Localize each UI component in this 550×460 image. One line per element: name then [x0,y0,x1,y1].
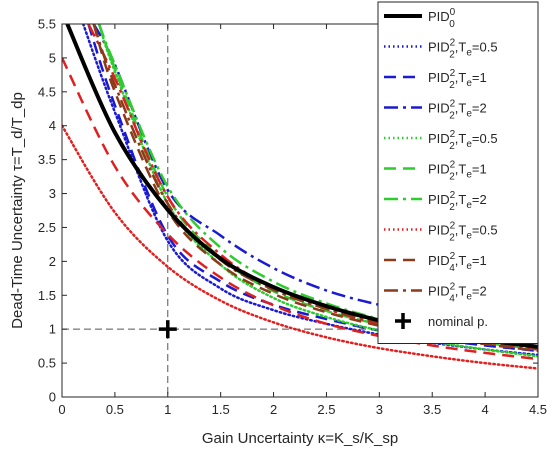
x-tick-label: 3.5 [423,402,441,417]
y-tick-label: 1 [49,322,56,337]
legend-box [377,1,539,344]
y-tick-label: 2 [49,254,56,269]
y-tick-label: 5.5 [38,17,56,32]
legend-label: PID2 2,Te=0.5 [428,38,498,61]
x-tick-label: 2 [270,402,277,417]
legend-label: PID0 0 [428,7,456,30]
axes: 0 0.5 1 1.5 2 2.5 3 3.5 4 4.5 0 0.5 1 1.5 2 2.5 3 3.5 4 4.5… [38,17,547,418]
series-line-8 [62,57,538,361]
x-tick-label: 1 [164,402,171,417]
series-line-3 [92,24,538,328]
x-tick-label: 4 [481,402,488,417]
y-tick-label: 2.5 [38,220,56,235]
legend-label: PID2 2,Te=2 [428,99,487,122]
y-tick-label: 1.5 [38,288,56,303]
legend-label: PID2 2,Te=0.5 [428,129,498,152]
y-tick-label: 3.5 [38,152,56,167]
y-tick-label: 4 [49,118,56,133]
y-tick-label: 0.5 [38,356,56,371]
series-line-1 [81,24,538,357]
x-tick-label: 0 [58,402,65,417]
y-tick-label: 3 [49,186,56,201]
legend-label: PID2 2,Te=1 [428,160,487,183]
y-tick-label: 0 [49,390,56,405]
y-axis-label: Dead-Time Uncertainty τ=T_d/T_dp [9,92,26,329]
x-tick-label: 4.5 [529,402,547,417]
legend: PID0 0 PID2 2,Te=0.5 PID2 2,Te=1 PID2 2,Te=2 PID… [377,1,539,344]
legend-label: PID2 2,Te=0.5 [428,221,498,244]
y-tick-label: 5 [49,50,56,65]
legend-label-nominal: nominal p. [428,314,488,329]
legend-label: PID2 2,Te=2 [428,190,487,213]
x-tick-label: 1.5 [212,402,230,417]
series-line-7 [62,124,538,370]
x-axis-label: Gain Uncertainty κ=K_s/K_sp [202,430,398,447]
y-tick-label: 4.5 [38,84,56,99]
legend-label: PID2 4,Te=1 [428,251,487,274]
x-tick-label: 0.5 [106,402,124,417]
series-line-4 [97,24,538,358]
x-tick-label: 3 [376,402,383,417]
legend-label: PID2 2,Te=1 [428,68,487,91]
x-tick-label: 2.5 [317,402,335,417]
legend-label: PID2 4,Te=2 [428,282,487,305]
